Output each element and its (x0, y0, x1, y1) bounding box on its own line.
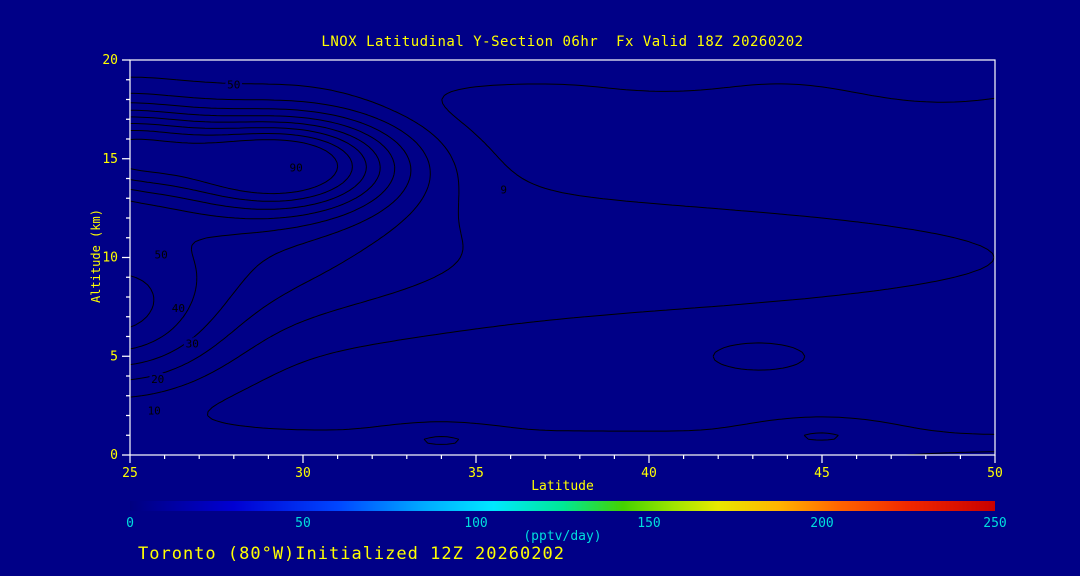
x-tick-labels: 25 30 35 40 45 50 (122, 466, 1003, 481)
contour-label: 90 (289, 162, 302, 175)
colorbar-tick-label: 50 (295, 516, 311, 531)
colorbar-tick-label: 150 (637, 516, 660, 531)
x-tick-label: 50 (987, 466, 1003, 481)
y-tick-label: 0 (110, 448, 118, 463)
contour-label: 10 (148, 405, 161, 418)
contour-level-10 (207, 83, 996, 456)
y-tick-label: 20 (102, 53, 118, 68)
x-tick-label: 30 (295, 466, 311, 481)
contour-labels: 50 90 9 50 40 30 20 10 (145, 76, 509, 420)
colorbar-tick-label: 250 (983, 516, 1006, 531)
contour-label: 50 (154, 249, 167, 262)
x-tick-label: 35 (468, 466, 484, 481)
y-tick-labels: 0 5 10 15 20 (102, 53, 118, 463)
y-tick-label: 5 (110, 349, 118, 364)
axis-ticks (122, 59, 996, 463)
contour-level-60 (129, 116, 381, 328)
colorbar-units-label: (pptv/day) (523, 529, 602, 544)
x-axis-label: Latitude (531, 479, 594, 494)
contour-label: 50 (227, 79, 240, 92)
colorbar-tick-labels: 0 50 100 150 200 250 (126, 516, 1007, 531)
chart-title: LNOX Latitudinal Y-Section 06hr Fx Valid… (321, 34, 804, 50)
x-tick-label: 40 (641, 466, 657, 481)
contour-level-30 (129, 92, 431, 381)
colorbar-tick-label: 100 (464, 516, 487, 531)
contour-level-80 (129, 130, 353, 202)
contour-level-20 (129, 76, 839, 445)
footer-run-info: Toronto (80°W)Initialized 12Z 20260202 (138, 544, 565, 564)
y-tick-label: 15 (102, 152, 118, 167)
colorbar (130, 501, 995, 511)
x-tick-label: 45 (814, 466, 830, 481)
contour-label: 30 (186, 337, 199, 350)
contour-level-50 (129, 109, 396, 350)
colorbar-tick-label: 0 (126, 516, 134, 531)
contour-level-40 (129, 102, 412, 366)
plot-frame (129, 59, 996, 456)
contour-label: 20 (151, 373, 164, 386)
contour-lines (129, 76, 996, 456)
colorbar-tick-label: 200 (810, 516, 833, 531)
contour-label: 40 (172, 302, 185, 315)
x-tick-label: 25 (122, 466, 138, 481)
contour-level-90 (129, 138, 339, 195)
y-tick-label: 10 (102, 251, 118, 266)
contour-label: 9 (500, 183, 507, 196)
contour-level-70 (129, 123, 367, 210)
